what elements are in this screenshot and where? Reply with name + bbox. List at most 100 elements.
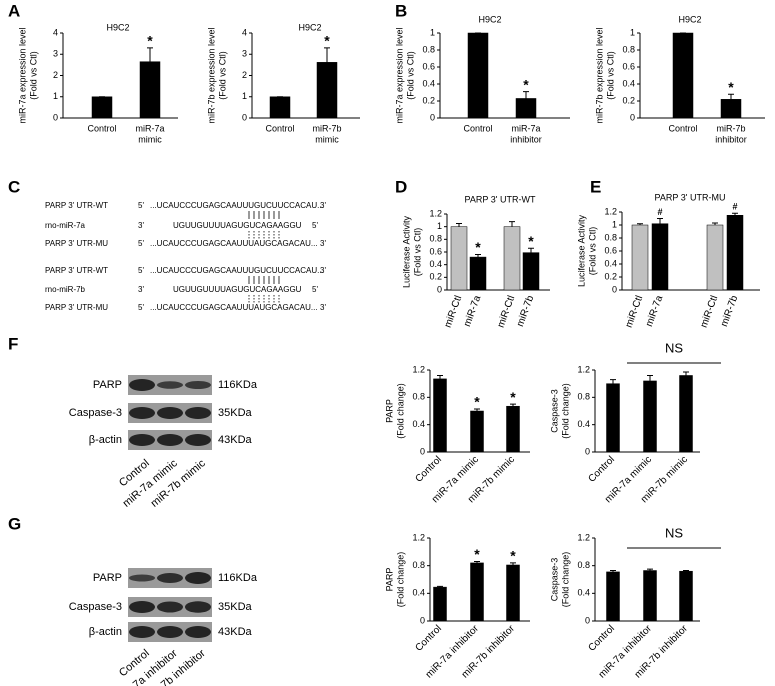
y-tick-label: 0 xyxy=(585,615,590,625)
y-tick-label: 1 xyxy=(437,221,442,231)
x-tick-label: mimic xyxy=(315,134,339,144)
sequence: UGUUGUUUUAGUGUCAGAAGGU xyxy=(173,221,302,230)
y-tick-label: 4 xyxy=(242,27,247,37)
bar xyxy=(522,252,540,291)
blot-band xyxy=(185,601,211,613)
error-bar xyxy=(510,403,516,407)
blot-band xyxy=(157,434,183,446)
y-tick-label: 0.8 xyxy=(577,392,590,402)
sequence-name: PARP 3' UTR-MU xyxy=(45,303,108,312)
sequence-end: 3' xyxy=(138,221,144,230)
significance-marker: * xyxy=(474,394,480,410)
sequence-end: 5' xyxy=(138,303,144,312)
y-tick-label: 3 xyxy=(53,49,58,59)
bar xyxy=(606,571,620,622)
bar xyxy=(503,226,521,291)
blot-band xyxy=(157,601,183,613)
blot-band xyxy=(157,626,183,638)
y-axis-label: PARP xyxy=(384,568,394,592)
y-axis-label: (Fold vs Ctl) xyxy=(405,51,415,100)
y-tick-label: 0.6 xyxy=(422,61,435,71)
blot-band xyxy=(185,407,211,419)
y-tick-label: 0.8 xyxy=(622,44,635,54)
y-axis-label: miR-7b expression level xyxy=(206,27,216,123)
sequence-name: PARP 3' UTR-MU xyxy=(45,239,108,248)
y-axis-label: PARP xyxy=(384,399,394,423)
error-bar xyxy=(728,93,734,100)
y-tick-label: 0 xyxy=(53,112,58,122)
blot-band xyxy=(185,381,211,389)
significance-marker: * xyxy=(728,79,734,95)
sequence-end: 5' xyxy=(138,239,144,248)
y-tick-label: 0 xyxy=(420,446,425,456)
y-tick-label: 0.6 xyxy=(622,61,635,71)
panel-label: A xyxy=(8,1,20,20)
chart-title: H9C2 xyxy=(678,14,701,24)
y-tick-label: 1 xyxy=(53,91,58,101)
x-tick-label: miR-7a xyxy=(135,123,164,133)
bar xyxy=(506,405,520,453)
error-bar xyxy=(647,374,653,381)
y-axis-label: Caspase-3 xyxy=(549,558,559,602)
sequence: UGUUGUUUUAGUGUCAGAAGGU xyxy=(173,285,302,294)
y-tick-label: 0 xyxy=(242,112,247,122)
sequence-name: rno-miR-7a xyxy=(45,221,86,230)
panel-label: D xyxy=(395,177,407,196)
panel-label: G xyxy=(8,514,21,533)
y-tick-label: 1 xyxy=(630,27,635,37)
y-tick-label: 0.8 xyxy=(422,44,435,54)
y-axis-label: (Fold vs Ctl) xyxy=(412,228,422,277)
y-tick-label: 0 xyxy=(585,446,590,456)
protein-label: β-actin xyxy=(89,434,122,446)
sequence-end: 5' xyxy=(138,201,144,210)
sequence-end: 5' xyxy=(312,221,318,230)
y-tick-label: 0.8 xyxy=(429,234,442,244)
x-tick-label: miR-7a xyxy=(511,123,540,133)
y-tick-label: 1.2 xyxy=(604,206,617,216)
y-tick-label: 1.2 xyxy=(577,532,590,542)
error-bar xyxy=(147,47,153,62)
x-tick-label: mimic xyxy=(138,134,162,144)
blot-band xyxy=(157,407,183,419)
significance-marker: # xyxy=(657,207,662,217)
sequence: ...UCAUCCCUGAGCAAUUUGUCUUCCACAU... xyxy=(150,266,324,275)
blot-band xyxy=(185,434,211,446)
significance-marker: * xyxy=(528,233,534,249)
y-axis-label: (Fold change) xyxy=(560,552,570,608)
significance-marker: * xyxy=(147,33,153,49)
chart-title: H9C2 xyxy=(298,22,321,32)
x-tick-label: Control xyxy=(265,123,294,133)
sequence-end: 3' xyxy=(320,239,326,248)
blot-band xyxy=(129,574,155,582)
bar xyxy=(467,32,489,119)
sequence: ...UCAUCCCUGAGCAAUUUAUGCAGACAU... xyxy=(150,303,318,312)
bar xyxy=(643,570,657,622)
x-tick-label: inhibitor xyxy=(715,134,747,144)
error-bar xyxy=(610,379,616,384)
bar xyxy=(679,570,693,622)
error-bar xyxy=(637,223,643,225)
x-tick-label: Control xyxy=(87,123,116,133)
sequence: ...UCAUCCCUGAGCAAUUUGUCUUCCACAU... xyxy=(150,201,324,210)
panel-label: C xyxy=(8,177,20,196)
sequence-end: 5' xyxy=(312,285,318,294)
error-bar xyxy=(528,247,534,253)
y-tick-label: 1.2 xyxy=(412,532,425,542)
bar xyxy=(515,98,537,119)
size-label: 116KDa xyxy=(218,572,258,584)
x-tick-label: miR-7b xyxy=(312,123,341,133)
size-label: 43KDa xyxy=(218,434,253,446)
blot-band xyxy=(129,407,155,419)
y-tick-label: 1 xyxy=(242,91,247,101)
bar xyxy=(469,256,487,291)
y-axis-label: Luciferase Activity xyxy=(401,215,411,288)
y-tick-label: 0.4 xyxy=(412,419,425,429)
bar xyxy=(470,410,484,453)
y-axis-label: (Fold vs Ctl) xyxy=(587,227,597,276)
x-tick-label: Control xyxy=(463,123,492,133)
blot-band xyxy=(185,572,211,584)
bar xyxy=(433,586,447,622)
error-bar xyxy=(509,221,515,227)
ns-label: NS xyxy=(665,525,683,540)
sequence-end: 3' xyxy=(320,303,326,312)
